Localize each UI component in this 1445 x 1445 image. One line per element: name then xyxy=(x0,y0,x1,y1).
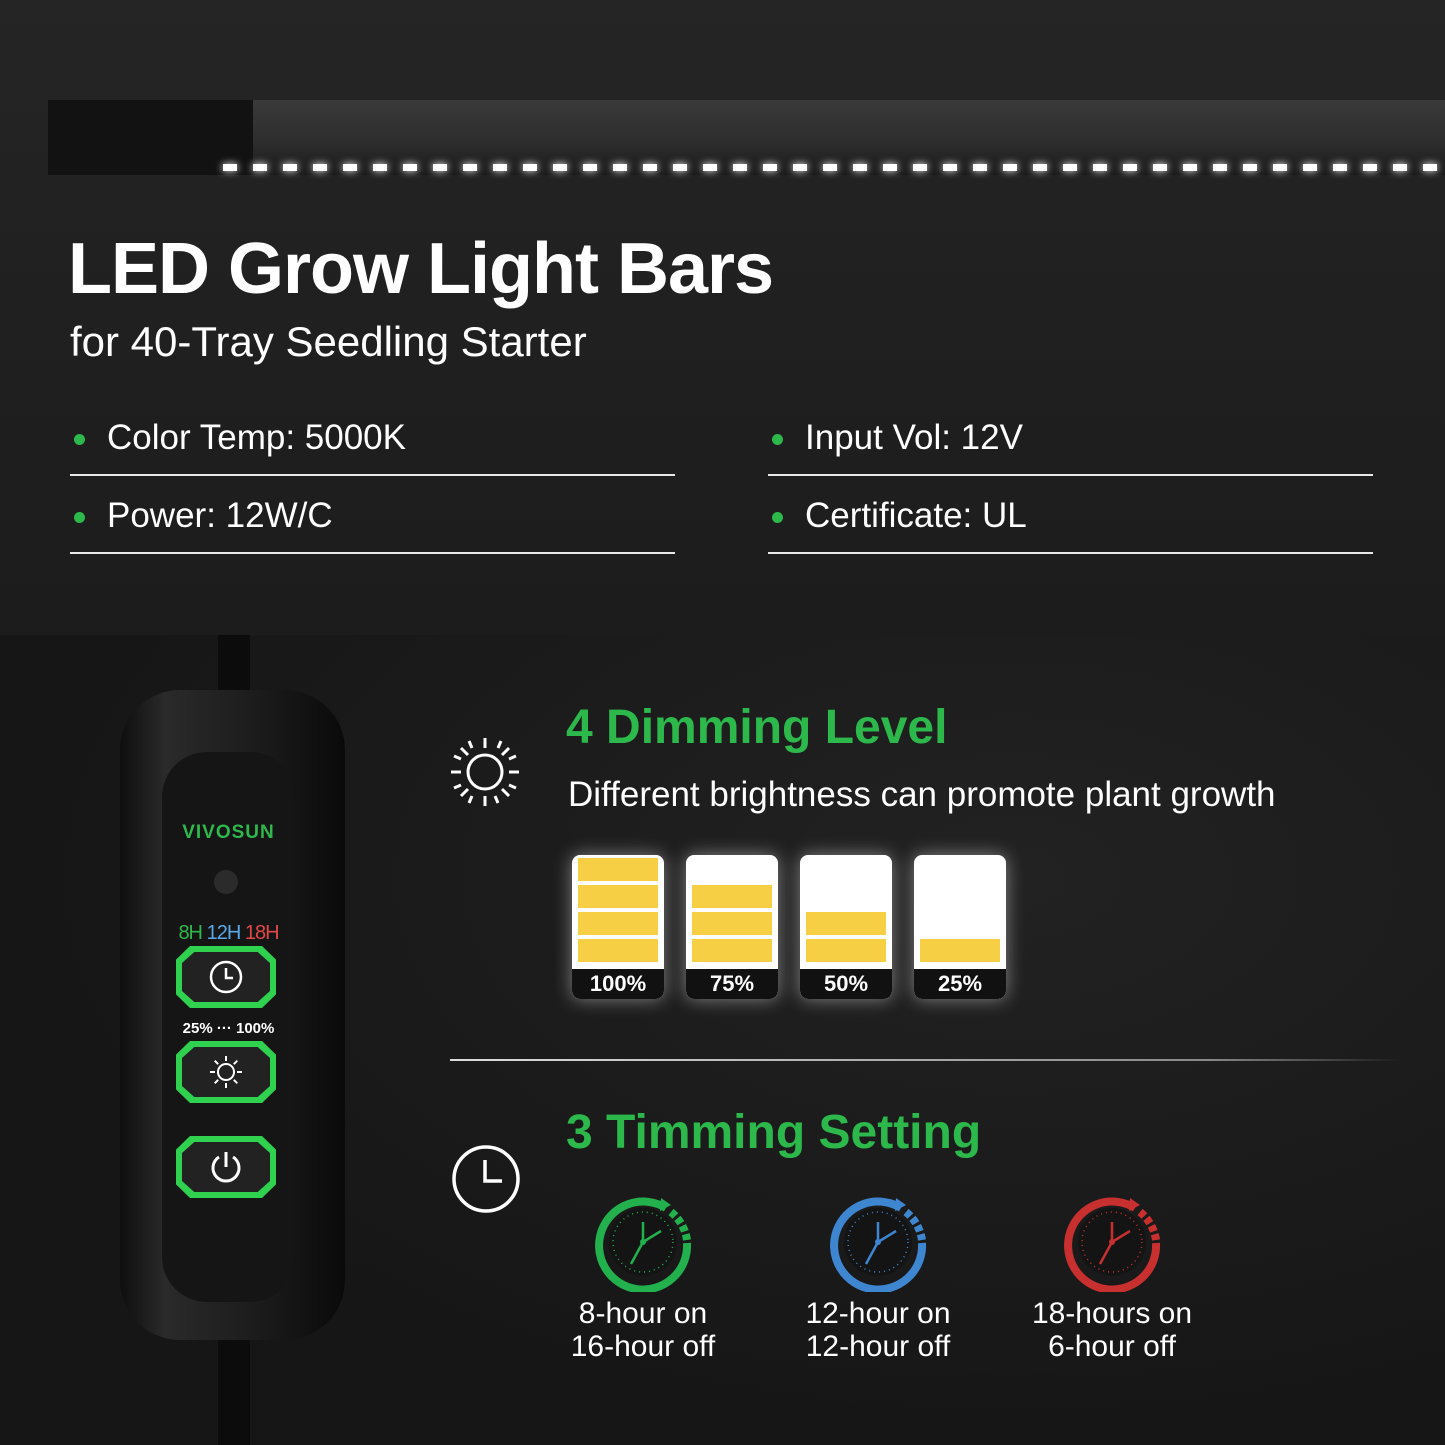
brightness-label: 25% xyxy=(914,969,1006,999)
sun-icon xyxy=(451,738,519,806)
brightness-label: 75% xyxy=(686,969,778,999)
bullet-icon xyxy=(74,512,85,523)
page-title: LED Grow Light Bars xyxy=(68,229,774,309)
indicator-led xyxy=(214,870,238,894)
timer-labels: 8H 12H 18H xyxy=(178,922,279,944)
section-divider xyxy=(450,1059,1400,1061)
brightness-level-50: 50% xyxy=(800,855,892,999)
brightness-level-100: 100% xyxy=(572,855,664,999)
spec-input-voltage: Input Vol: 12V xyxy=(768,418,1373,476)
brightness-label: 100% xyxy=(572,969,664,999)
timer-clock-icon xyxy=(830,1197,927,1292)
timer-clock-icon xyxy=(1064,1197,1161,1292)
timer-option-label: 12-hour on 12-hour off xyxy=(805,1297,951,1363)
clock-icon xyxy=(209,960,243,994)
timer-option-label: 8-hour on 16-hour off xyxy=(570,1297,716,1363)
sun-icon xyxy=(210,1056,242,1088)
power-button[interactable] xyxy=(176,1136,276,1198)
dimmer-button[interactable] xyxy=(176,1041,276,1103)
bullet-icon xyxy=(74,434,85,445)
timer-button[interactable] xyxy=(176,946,276,1008)
clock-icon xyxy=(452,1145,520,1213)
timer-option-label: 18-hours on 6-hour off xyxy=(1031,1297,1193,1363)
power-icon xyxy=(211,1152,241,1183)
dim-range-label: 25% ··· 100% xyxy=(182,1020,275,1037)
bullet-icon xyxy=(772,434,783,445)
spec-color-temp: Color Temp: 5000K xyxy=(70,418,675,476)
spec-power: Power: 12W/C xyxy=(70,496,675,554)
timer-clock-icon xyxy=(595,1197,692,1292)
bullet-icon xyxy=(772,512,783,523)
brightness-level-25: 25% xyxy=(914,855,1006,999)
spec-certificate: Certificate: UL xyxy=(768,496,1373,554)
controller-face xyxy=(162,752,295,1302)
brand-logo: VIVOSUN xyxy=(182,822,275,843)
brightness-level-75: 75% xyxy=(686,855,778,999)
dimming-heading: 4 Dimming Level xyxy=(566,701,948,754)
dimming-description: Different brightness can promote plant g… xyxy=(568,775,1276,814)
brightness-label: 50% xyxy=(800,969,892,999)
page-subtitle: for 40-Tray Seedling Starter xyxy=(70,318,587,365)
timing-heading: 3 Timming Setting xyxy=(566,1106,982,1159)
cable-bottom xyxy=(218,1330,250,1445)
led-light-bar-image xyxy=(48,100,1445,175)
